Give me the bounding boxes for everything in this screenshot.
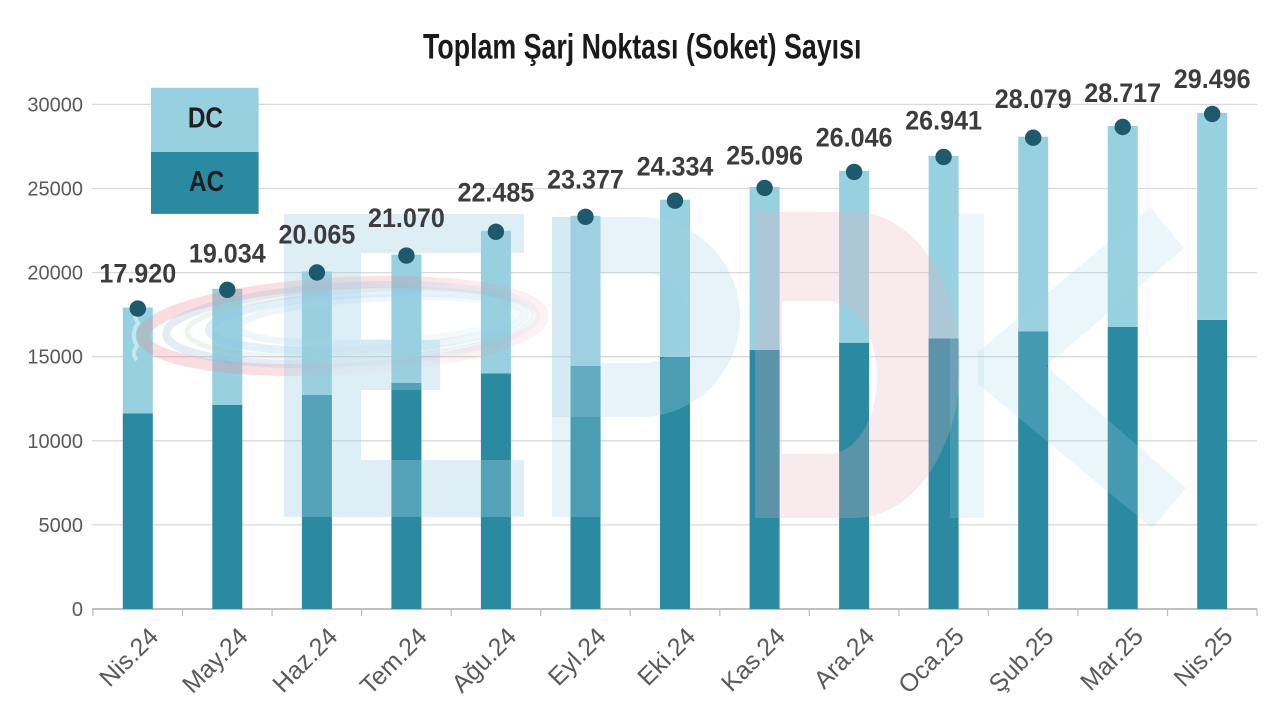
svg-text:24.334: 24.334 [637, 151, 714, 182]
svg-text:25000: 25000 [27, 179, 83, 201]
svg-text:AC: AC [189, 165, 224, 197]
svg-text:Toplam Şarj Noktası (Soket) Sa: Toplam Şarj Noktası (Soket) Sayısı [423, 27, 861, 66]
svg-text:30000: 30000 [27, 94, 83, 116]
svg-text:DC: DC [188, 102, 223, 134]
svg-text:10000: 10000 [27, 431, 83, 453]
svg-text:20.065: 20.065 [279, 219, 356, 250]
svg-text:21.070: 21.070 [368, 202, 445, 233]
svg-text:23.377: 23.377 [547, 164, 624, 195]
svg-text:20000: 20000 [27, 263, 83, 285]
svg-text:29.496: 29.496 [1174, 63, 1251, 94]
svg-text:28.717: 28.717 [1084, 77, 1161, 108]
svg-text:22.485: 22.485 [458, 176, 535, 207]
svg-text:5000: 5000 [39, 515, 84, 537]
svg-text:28.079: 28.079 [995, 83, 1072, 114]
svg-text:0: 0 [72, 599, 83, 621]
svg-text:26.941: 26.941 [905, 105, 982, 136]
svg-text:15000: 15000 [27, 347, 83, 369]
svg-text:25.096: 25.096 [726, 140, 803, 171]
svg-text:19.034: 19.034 [189, 238, 266, 269]
svg-text:26.046: 26.046 [816, 122, 893, 153]
svg-text:17.920: 17.920 [99, 258, 176, 289]
